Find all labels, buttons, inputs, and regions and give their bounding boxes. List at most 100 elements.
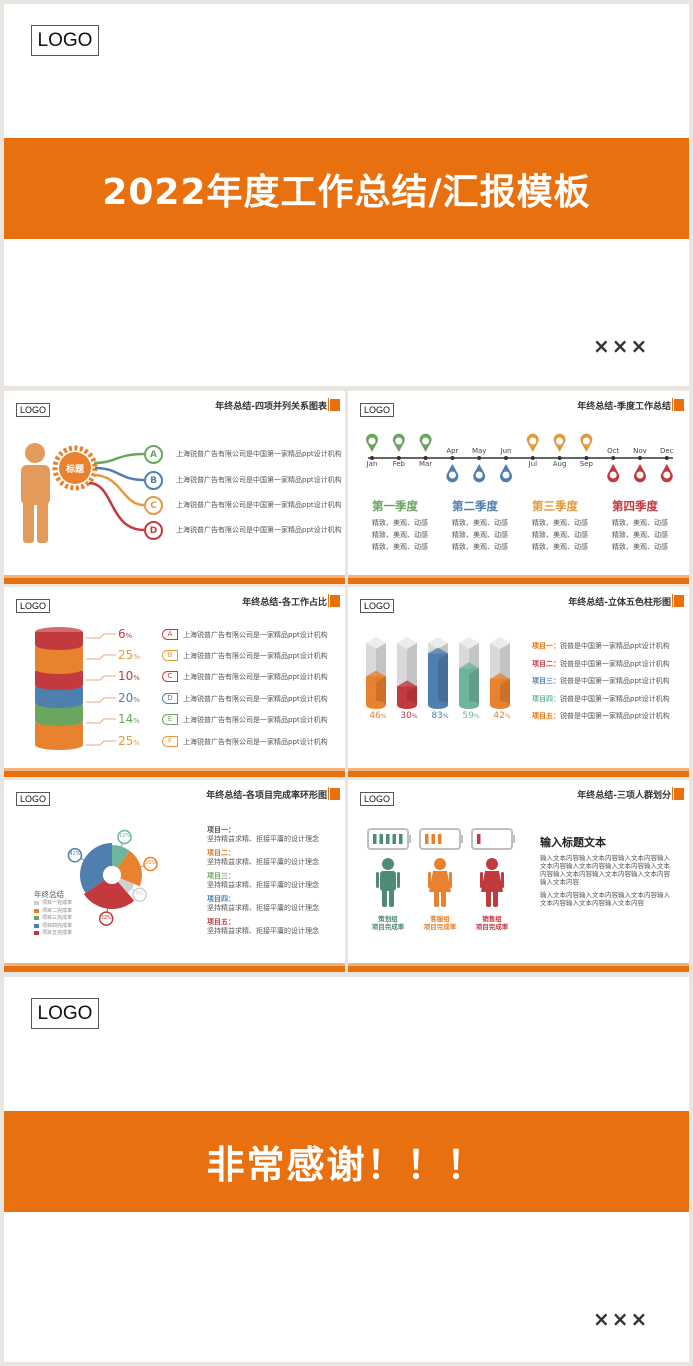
- project-text: 锐普是中国第一家精品ppt设计机构: [560, 677, 670, 685]
- legend-text: 项目四完成率: [42, 922, 73, 929]
- slice-label: 9%: [135, 890, 144, 897]
- pin-dot: [422, 437, 430, 445]
- slide3-title: 年终总结-各工作占比: [242, 598, 327, 608]
- person-figure: [428, 858, 452, 907]
- quarter-line: 精致、美观、动感: [372, 519, 428, 527]
- title-accent: [674, 788, 684, 800]
- legend-swatch: [34, 901, 39, 905]
- ratio-unit: %: [133, 674, 140, 682]
- donut-chart: [67, 829, 158, 926]
- donut-hole: [103, 866, 121, 884]
- cover-title-band: 2022年度工作总结/汇报模板: [4, 138, 689, 239]
- relation-diagram: [21, 443, 145, 543]
- ratio-number: 6: [118, 627, 126, 641]
- cover-author: ×××: [593, 334, 650, 358]
- connector-b: [94, 466, 145, 482]
- bar-value: 30%: [397, 711, 421, 721]
- project-label: 项目三：: [532, 677, 560, 685]
- project-text: 坚持精益求精、拒接平庸的设计理念: [207, 881, 319, 889]
- project-text: 锐普是中国第一家精品ppt设计机构: [560, 712, 670, 720]
- bar-unit: %: [380, 713, 387, 720]
- ratio-number: 20: [118, 691, 134, 705]
- legend-text: 项目五完成率: [42, 930, 73, 936]
- title-divider: [328, 398, 329, 411]
- slice-bubble: [98, 911, 114, 926]
- row-separator: [348, 575, 689, 584]
- month-label: Jul: [528, 460, 538, 468]
- row-separator: [4, 963, 345, 972]
- project-text: 锐普是中国第一家精品ppt设计机构: [560, 659, 670, 668]
- quarter-title: 第二季度: [452, 499, 498, 513]
- bar-unit: %: [411, 713, 418, 720]
- ending-logo: LOGO: [31, 998, 99, 1029]
- month-label: Nov: [633, 447, 647, 455]
- timeline-dot: [450, 456, 455, 460]
- timeline-dot: [477, 456, 482, 460]
- pin-dot: [395, 437, 403, 445]
- row-text: 上海锐普广告有限公司是一家精品ppt设计机构: [183, 716, 328, 724]
- group-name: 客服组: [430, 915, 450, 923]
- project-text: 坚持精益求精、拒接平庸的设计理念: [207, 858, 319, 866]
- month-label: Sep: [579, 460, 593, 468]
- timeline: [366, 433, 673, 483]
- slide5-title: 年终总结-各项目完成率环形图: [206, 791, 327, 801]
- ending-title-band: 非常感谢！！！: [4, 1111, 689, 1212]
- project-label: 项目二：: [532, 659, 560, 668]
- pin-dot: [368, 437, 376, 445]
- bar-number: 83: [431, 711, 443, 721]
- title-divider: [328, 787, 329, 800]
- bar-fill: [366, 676, 386, 705]
- legend-swatch: [34, 908, 39, 913]
- timeline-dot: [370, 456, 374, 460]
- row-marker: A: [162, 629, 178, 640]
- row-text: 上海锐普广告有限公司是一家精品ppt设计机构: [183, 631, 328, 639]
- slide-four-relations: LOGO 年终总结-四项并列关系图表 标题 A 上海锐普广告有限公司是中国第一家精…: [4, 391, 345, 584]
- legend-swatch: [34, 916, 39, 920]
- group-figures: [367, 828, 515, 907]
- bar-fill: [428, 653, 448, 705]
- pin-dot: [502, 471, 510, 479]
- quarter-line: 精致、美观、动感: [612, 531, 668, 539]
- slide3-logo: LOGO: [16, 599, 50, 613]
- pin-dot: [609, 471, 617, 479]
- row-marker: C: [162, 671, 178, 682]
- connector-c: [92, 473, 145, 507]
- item-text: 上海锐普广告有限公司是中国第一家精品ppt设计机构: [176, 476, 342, 484]
- slide-3d-bars: LOGO 年终总结-立体五色柱形图 46% 30% 83% 59% 42% 项目一：锐普…: [348, 587, 689, 777]
- bar-value: 46%: [366, 711, 390, 721]
- slide6-logo: LOGO: [360, 792, 394, 806]
- slide1-logo: LOGO: [16, 403, 50, 417]
- timeline-dot: [396, 456, 401, 460]
- bar-3d: [490, 637, 510, 709]
- bar-value: 83%: [428, 711, 452, 721]
- legend-text: 项目二完成率: [42, 907, 73, 914]
- row-marker: B: [162, 650, 178, 661]
- bar-unit: %: [504, 713, 511, 720]
- title-accent: [330, 595, 340, 607]
- option-circle: C: [144, 496, 163, 515]
- bar-number: 42: [493, 711, 505, 721]
- bar-3d: [428, 637, 448, 709]
- pin-dot: [475, 471, 483, 479]
- slide2-logo: LOGO: [360, 403, 394, 417]
- timeline-dot: [664, 456, 669, 460]
- option-circle: A: [144, 445, 163, 464]
- connector-a: [93, 452, 145, 465]
- person-icon: [21, 443, 50, 543]
- person-figure: [480, 858, 504, 907]
- cylinder-segment: [35, 627, 83, 650]
- stacked-cylinder: [35, 627, 116, 750]
- slice-bubble: [132, 887, 147, 903]
- bar-unit: %: [442, 713, 449, 720]
- ratio-value: 6%: [118, 627, 132, 641]
- month-label: Oct: [607, 447, 620, 455]
- quarter-line: 精致、美观、动感: [612, 543, 668, 551]
- project-label: 项目三：: [207, 872, 235, 880]
- project-text: 锐普是中国第一家精品ppt设计机构: [560, 694, 670, 703]
- quarter-title: 第三季度: [532, 499, 578, 513]
- quarter-line: 精致、美观、动感: [612, 519, 668, 527]
- item-text: 上海锐普广告有限公司是中国第一家精品ppt设计机构: [176, 450, 342, 458]
- row-marker: E: [162, 714, 178, 725]
- bar-chart: [366, 637, 510, 709]
- title-accent: [330, 399, 340, 411]
